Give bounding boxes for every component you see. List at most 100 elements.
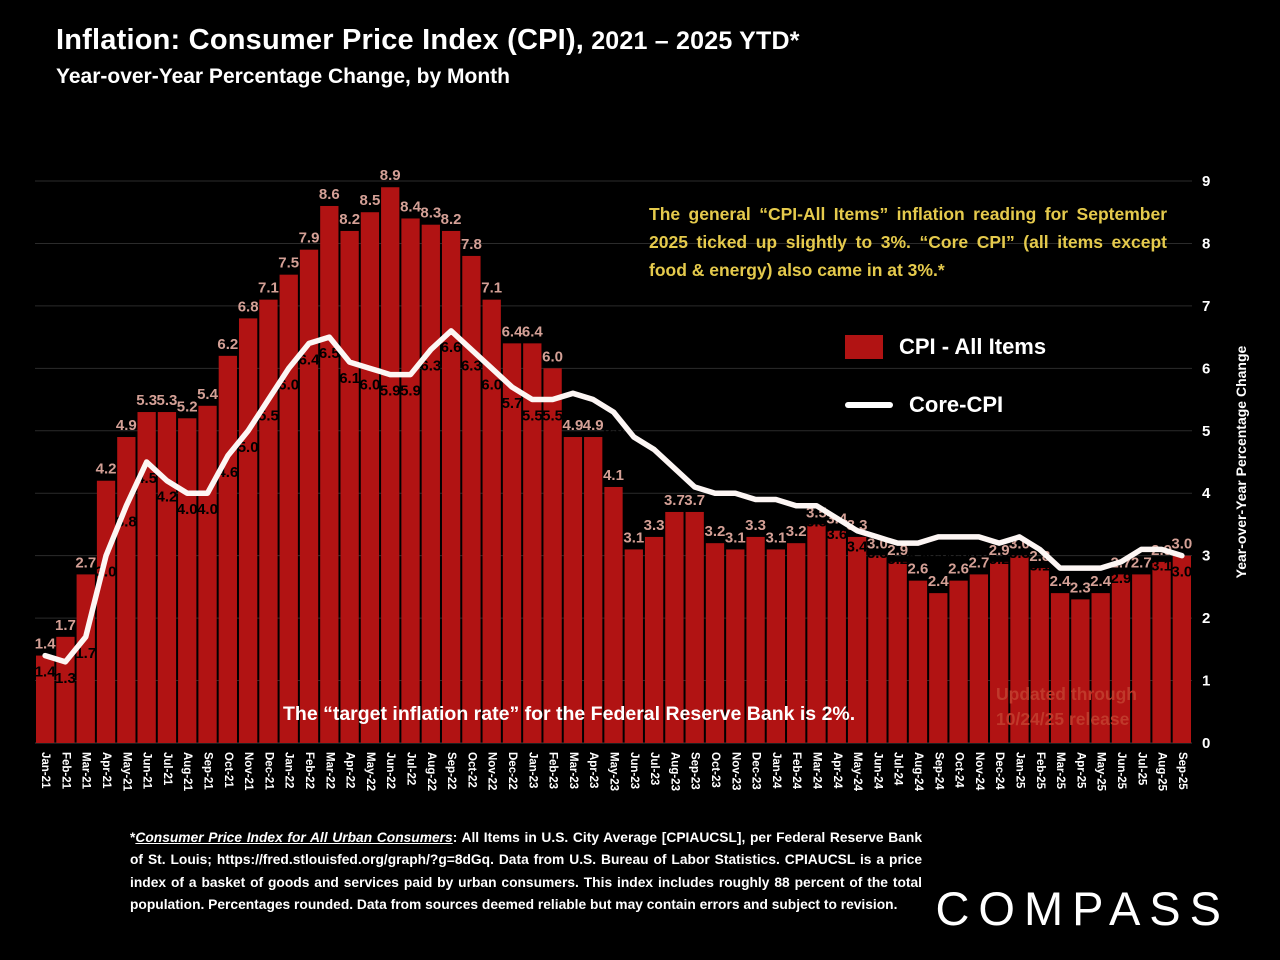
y-axis-tick-label: 9 — [1202, 173, 1210, 190]
x-axis-label: Jul-24 — [892, 752, 904, 786]
x-axis-label: Apr-21 — [100, 752, 112, 789]
cpi-value-label: 3.2 — [705, 523, 726, 540]
core-cpi-value-label: 6.4 — [299, 351, 321, 368]
core-cpi-value-label: 5.0 — [238, 439, 259, 456]
cpi-bar-swatch-icon — [845, 335, 883, 359]
core-cpi-value-label: 6.0 — [481, 376, 502, 393]
x-axis-label: Sep-23 — [689, 752, 701, 790]
core-cpi-value-label: 3.2 — [908, 551, 929, 568]
core-cpi-value-label: 3.3 — [928, 545, 949, 562]
cpi-bar — [198, 405, 217, 743]
x-axis-label: Aug-23 — [668, 752, 680, 791]
x-axis-label: Jul-21 — [161, 752, 173, 786]
compass-logo: COMPASS — [935, 882, 1230, 935]
cpi-value-label: 8.2 — [339, 211, 360, 228]
cpi-bar — [726, 549, 745, 743]
x-axis-label: Apr-22 — [344, 752, 356, 788]
core-cpi-value-label: 2.9 — [1111, 570, 1132, 587]
cpi-bar — [847, 536, 867, 743]
cpi-value-label: 2.3 — [1070, 579, 1091, 596]
x-axis-label: Mar-23 — [567, 752, 579, 789]
core-cpi-value-label: 1.7 — [75, 645, 96, 662]
core-cpi-value-label: 3.9 — [745, 507, 766, 524]
cpi-value-label: 2.4 — [928, 573, 950, 590]
cpi-bar — [137, 412, 156, 743]
legend-label-core: Core-CPI — [909, 392, 1004, 417]
cpi-bar — [238, 318, 258, 743]
cpi-bar — [259, 299, 278, 743]
cpi-bar — [1111, 574, 1131, 743]
cpi-value-label: 6.0 — [542, 348, 563, 365]
x-axis-label: Jul-25 — [1135, 752, 1147, 786]
cpi-bar — [218, 355, 237, 743]
cpi-bar — [766, 549, 786, 743]
cpi-value-label: 6.4 — [502, 323, 524, 340]
legend-label-cpi: CPI - All Items — [899, 334, 1047, 359]
y-axis-tick-label: 8 — [1202, 235, 1210, 252]
x-axis-label: Jun-25 — [1115, 752, 1127, 790]
core-cpi-value-label: 3.1 — [1131, 557, 1152, 574]
page-title-suffix: 2021 – 2025 YTD* — [584, 27, 800, 55]
footnote-asterisk: * — [130, 830, 136, 845]
page-title: Inflation: Consumer Price Index (CPI), 2… — [56, 24, 800, 57]
cpi-bar — [157, 412, 177, 743]
x-axis-label: Mar-24 — [810, 752, 822, 790]
x-axis-label: Dec-21 — [262, 752, 274, 790]
cpi-bar — [746, 536, 765, 743]
y-axis-tick-label: 5 — [1202, 423, 1210, 440]
cpi-value-label: 8.4 — [400, 198, 422, 215]
footnote-source-name: Consumer Price Index for All Urban Consu… — [135, 830, 453, 845]
x-axis-label: Aug-24 — [912, 752, 924, 792]
x-axis-label: Jun-24 — [871, 752, 883, 790]
x-axis-label: Nov-24 — [973, 752, 985, 791]
x-axis-label: Jun-23 — [628, 752, 640, 789]
cpi-bar — [96, 480, 116, 743]
x-axis-label: Sep-22 — [445, 752, 457, 790]
y-axis-tick-label: 3 — [1202, 548, 1210, 565]
x-axis-label: Feb-22 — [303, 752, 315, 789]
core-cpi-value-label: 6.0 — [359, 376, 380, 393]
x-axis-label: Jan-21 — [39, 752, 51, 789]
cpi-value-label: 8.5 — [359, 192, 380, 209]
x-axis-label: Feb-21 — [59, 752, 71, 790]
cpi-value-label: 2.6 — [948, 561, 969, 578]
cpi-value-label: 4.1 — [603, 467, 624, 484]
cpi-value-label: 1.7 — [55, 617, 76, 634]
cpi-bar — [360, 212, 380, 743]
core-cpi-value-label: 3.8 — [786, 514, 807, 531]
x-axis-label: Oct-22 — [465, 752, 477, 788]
cpi-bar — [1172, 555, 1191, 743]
core-cpi-value-label: 3.3 — [968, 545, 989, 562]
cpi-value-label: 7.5 — [278, 255, 299, 272]
x-axis-label: Jun-21 — [141, 752, 153, 790]
x-axis-label: Jul-22 — [405, 752, 417, 785]
x-axis-label: Apr-25 — [1074, 752, 1086, 789]
core-cpi-value-label: 3.8 — [806, 514, 827, 531]
cpi-bar — [36, 655, 55, 743]
x-axis-label: Jun-22 — [384, 752, 396, 789]
cpi-value-label: 3.0 — [1171, 536, 1192, 553]
x-axis-label: Nov-21 — [242, 752, 254, 791]
core-cpi-value-label: 4.0 — [725, 501, 746, 518]
page-subtitle: Year-over-Year Percentage Change, by Mon… — [56, 65, 510, 88]
cpi-value-label: 3.3 — [745, 517, 766, 534]
cpi-value-label: 2.4 — [1050, 573, 1072, 590]
x-axis-label: May-23 — [608, 752, 620, 791]
cpi-value-label: 7.9 — [299, 230, 320, 247]
y-axis-tick-label: 6 — [1202, 360, 1210, 377]
cpi-bar — [787, 543, 806, 743]
cpi-value-label: 4.9 — [583, 417, 604, 434]
legend-item-cpi: CPI - All Items — [845, 334, 1046, 360]
cpi-value-label: 6.2 — [217, 336, 238, 353]
cpi-value-label: 8.9 — [380, 167, 401, 184]
cpi-bar — [279, 274, 298, 743]
cpi-bar — [908, 580, 928, 743]
cpi-value-label: 1.4 — [35, 636, 57, 653]
cpi-bar — [1050, 593, 1070, 743]
cpi-value-label: 4.9 — [562, 417, 583, 434]
cpi-bar — [1030, 568, 1049, 743]
updated-note-line2: 10/24/25 release — [996, 709, 1130, 730]
cpi-bar — [1152, 561, 1171, 743]
cpi-bar — [1071, 599, 1090, 743]
cpi-bar — [969, 574, 989, 743]
